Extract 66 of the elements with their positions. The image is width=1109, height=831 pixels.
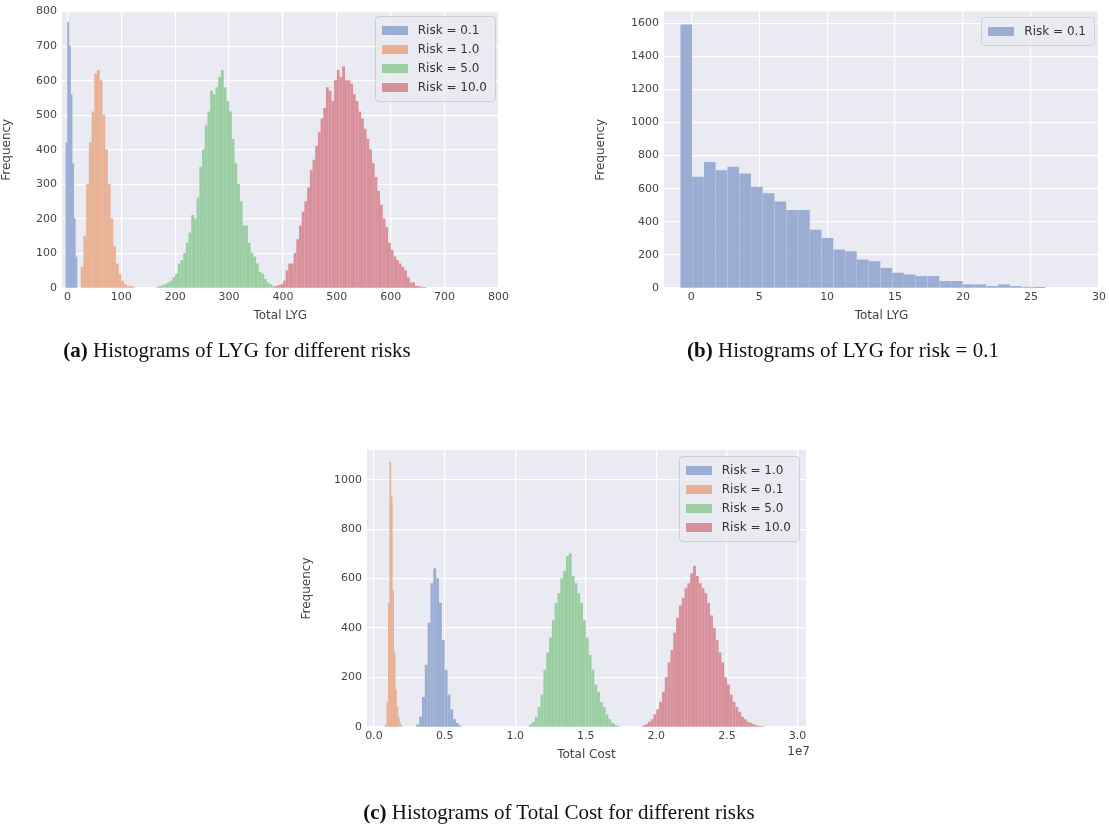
y-tick-label: 100 [36, 246, 57, 260]
x-tick-label: 3.0 [788, 729, 807, 743]
x-tick-label: 600 [380, 290, 402, 304]
y-tick-label: 1400 [631, 49, 659, 63]
legend-label: Risk = 5.0 [417, 60, 480, 77]
x-tick-label: 0.5 [435, 729, 454, 743]
text: (a) Histograms of LYG for different risks [63, 338, 411, 363]
legend-label: Risk = 0.1 [1024, 23, 1086, 40]
x-tick-label: 15 [888, 290, 903, 304]
x-tick-label: 0 [63, 290, 71, 304]
x-axis-title: Total LYG [252, 307, 308, 322]
legend-label: Risk = 10.0 [721, 519, 791, 536]
x-axis-title: Total LYG [853, 307, 909, 322]
text: (c) Histograms of Total Cost for different risks [363, 800, 755, 825]
y-tick-label: 0 [355, 719, 362, 733]
x-tick-label: 1.5 [577, 729, 595, 743]
legend-label: Risk = 10.0 [417, 79, 487, 96]
y-axis-title: Frequency [593, 118, 608, 181]
y-tick-label: 1000 [631, 115, 659, 129]
y-tick-label: 0 [50, 280, 57, 294]
legend-label: Risk = 1.0 [721, 462, 784, 479]
y-tick-label: 1000 [334, 472, 362, 486]
y-tick-label: 600 [638, 181, 659, 195]
x-tick-label: 2.0 [647, 729, 666, 743]
x-tick-label: 200 [164, 290, 186, 304]
x-tick-label: 0 [687, 290, 695, 304]
y-tick-label: 1600 [631, 16, 659, 30]
x-tick-label: 100 [110, 290, 132, 304]
legend-label: Risk = 0.1 [417, 22, 480, 39]
y-tick-label: 200 [36, 211, 57, 225]
text: 1e7 [787, 744, 810, 758]
y-tick-label: 600 [36, 73, 57, 87]
x-tick-label: 700 [434, 290, 456, 304]
x-tick-label: 300 [218, 290, 240, 304]
y-tick-label: 400 [341, 620, 362, 634]
x-tick-label: 800 [488, 290, 509, 304]
y-tick-label: 0 [652, 280, 659, 294]
y-tick-label: 200 [638, 247, 659, 261]
y-tick-label: 400 [36, 142, 57, 156]
y-tick-label: 1200 [631, 82, 659, 96]
text: (b) Histograms of LYG for risk = 0.1 [687, 338, 999, 363]
y-tick-label: 300 [36, 177, 57, 191]
x-tick-label: 400 [272, 290, 294, 304]
y-tick-label: 500 [36, 108, 57, 122]
y-tick-label: 200 [341, 670, 362, 684]
y-axis-title: Frequency [299, 557, 314, 620]
x-tick-label: 0.0 [365, 729, 383, 743]
y-tick-label: 700 [36, 39, 57, 53]
legend-label: Risk = 5.0 [721, 500, 784, 517]
x-tick-label: 20 [956, 290, 971, 304]
legend-label: Risk = 1.0 [417, 41, 480, 58]
y-axis-title: Frequency [0, 118, 14, 181]
x-tick-label: 5 [755, 290, 763, 304]
y-tick-label: 600 [341, 571, 362, 585]
y-tick-label: 400 [638, 214, 659, 228]
x-tick-label: 10 [820, 290, 835, 304]
y-tick-label: 800 [36, 4, 57, 18]
x-tick-label: 25 [1024, 290, 1039, 304]
legend-label: Risk = 0.1 [721, 481, 784, 498]
x-axis-title: Total Cost [556, 746, 617, 761]
y-tick-label: 800 [341, 522, 362, 535]
x-tick-label: 2.5 [718, 729, 736, 743]
x-tick-label: 1.0 [506, 729, 524, 743]
x-tick-label: 500 [326, 290, 348, 304]
x-tick-label: 30 [1092, 290, 1106, 304]
y-tick-label: 800 [638, 148, 659, 162]
